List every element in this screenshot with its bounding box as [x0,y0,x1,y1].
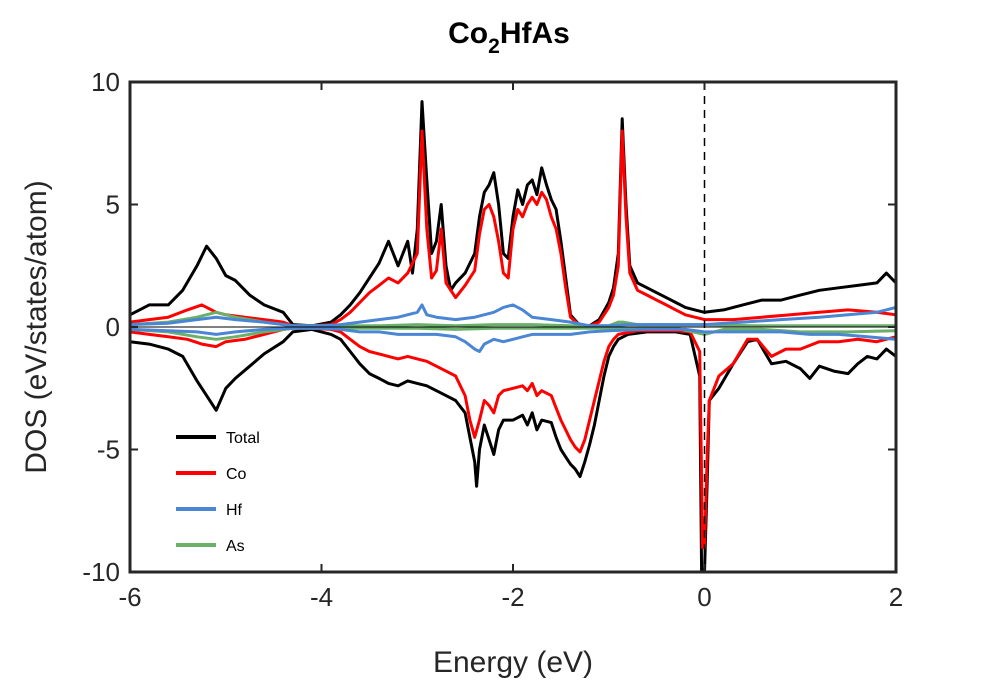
tick-layer: -6 -4 -2 0 2 10 5 0 -5 -10 [82,67,903,612]
y-tick-label: -5 [97,435,120,465]
series-hf-spin-down [128,326,898,353]
legend: Total Co Hf As [176,430,260,555]
title-rest: HfAs [500,17,570,50]
x-tick-label: 0 [697,582,711,612]
title-main: Co [448,17,488,50]
legend-label-total: Total [226,430,260,447]
series-co-spin-down [128,326,898,549]
title-subscript: 2 [488,35,500,58]
y-tick-label: 5 [106,190,120,220]
series-total-spin-up [128,100,898,328]
y-tick-label: 0 [106,312,120,342]
y-tick-label: 10 [91,67,120,97]
x-tick-label: -4 [310,582,333,612]
legend-label-hf: Hf [226,502,243,519]
legend-label-as: As [226,538,245,555]
chart-title: Co2HfAs [448,17,570,58]
x-tick-label: 2 [889,582,903,612]
legend-label-co: Co [226,466,247,483]
series-as-spin-down [128,326,898,341]
y-axis-label: DOS (eV/states/atom) [20,180,53,473]
x-tick-label: -2 [501,582,524,612]
x-axis-label: Energy (eV) [433,646,593,679]
x-tick-label: -6 [118,582,141,612]
y-tick-label: -10 [82,557,120,587]
series-co-spin-up [128,129,898,328]
